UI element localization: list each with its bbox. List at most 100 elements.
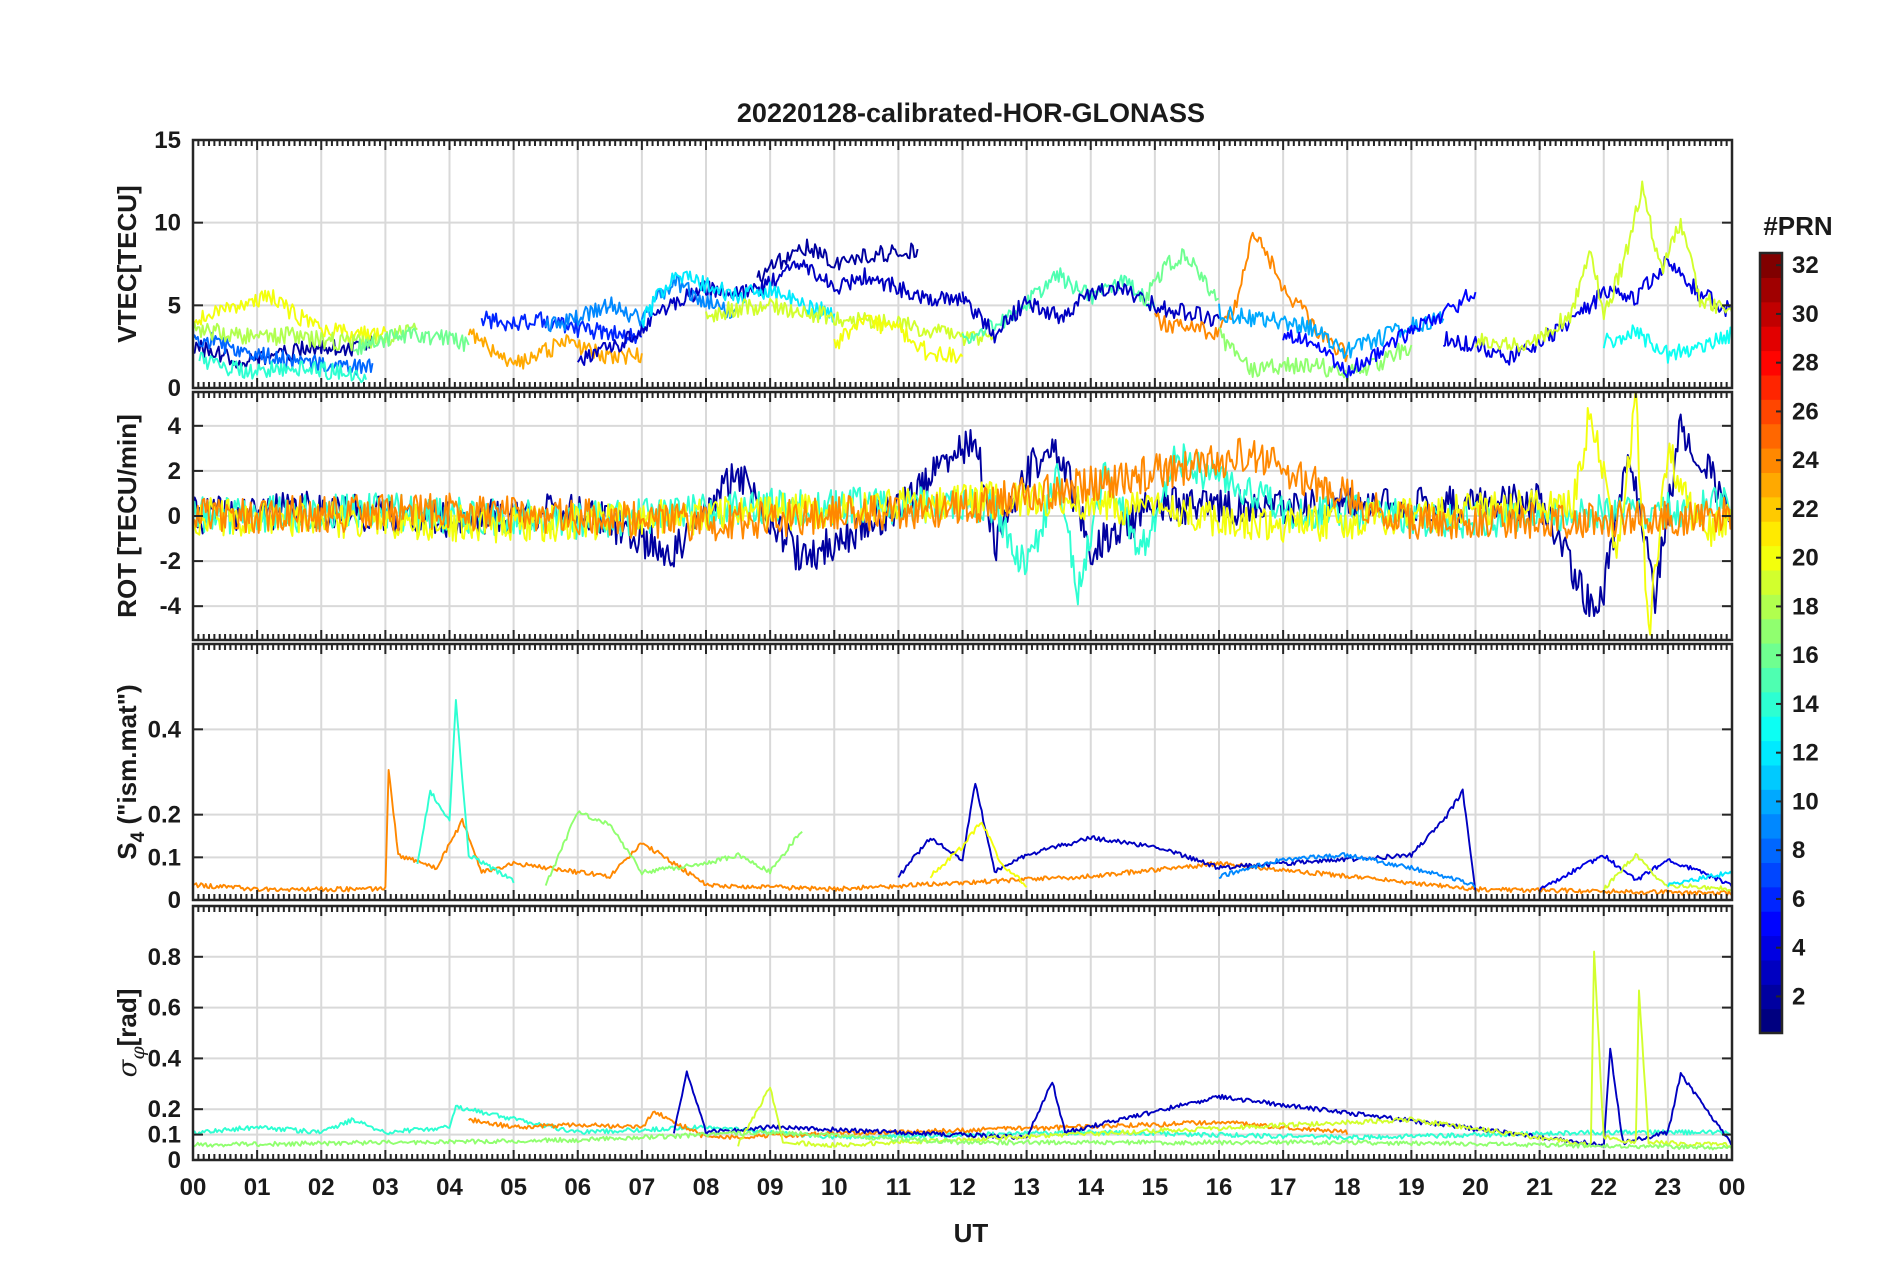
series-prn-19 bbox=[1474, 180, 1732, 353]
y-axis-label-rot: ROT [TECU/min] bbox=[112, 414, 142, 618]
colorbar-cell bbox=[1760, 789, 1782, 815]
colorbar-cell bbox=[1760, 838, 1782, 863]
y-tick-label: 10 bbox=[154, 210, 181, 237]
colorbar-tick-label: 32 bbox=[1792, 252, 1819, 279]
series-prn-14 bbox=[416, 699, 515, 884]
y-tick-label: 0.1 bbox=[148, 1122, 181, 1149]
x-tick-label: 10 bbox=[821, 1174, 848, 1201]
colorbar-tick-label: 20 bbox=[1792, 545, 1819, 572]
x-tick-label: 00 bbox=[180, 1174, 207, 1201]
x-tick-label: 08 bbox=[693, 1174, 720, 1201]
y-tick-label: 0 bbox=[168, 1147, 181, 1174]
x-tick-label: 17 bbox=[1270, 1174, 1297, 1201]
x-tick-label: 23 bbox=[1655, 1174, 1682, 1201]
colorbar-tick-label: 28 bbox=[1792, 350, 1819, 377]
x-tick-label: 04 bbox=[436, 1174, 463, 1201]
colorbar-frame bbox=[1758, 251, 1784, 1035]
colorbar-tick-label: 22 bbox=[1792, 496, 1819, 523]
x-tick-label: 05 bbox=[500, 1174, 527, 1201]
colorbar-cell bbox=[1760, 643, 1782, 668]
series-prn-17 bbox=[1218, 326, 1413, 384]
series-prn-20 bbox=[833, 314, 964, 364]
y-tick-label: 0.2 bbox=[148, 1096, 181, 1123]
x-tick-label: 01 bbox=[244, 1174, 271, 1201]
colorbar-cell bbox=[1760, 545, 1782, 571]
series-prn-9 bbox=[1218, 852, 1477, 888]
colorbar-cell bbox=[1760, 277, 1782, 303]
panel-rot: -4 -2 0 2 4 ROT [TECU/min] bbox=[112, 390, 1734, 642]
series-prn-17 bbox=[193, 1129, 1732, 1151]
x-tick-label: 09 bbox=[757, 1174, 784, 1201]
series-prn-13 bbox=[1602, 324, 1732, 364]
series-prn-3 bbox=[672, 1047, 1732, 1148]
y-tick-label: -2 bbox=[160, 548, 181, 575]
x-tick-label: 07 bbox=[629, 1174, 656, 1201]
traces-sigma_phi bbox=[193, 950, 1732, 1151]
colorbar-cell bbox=[1760, 569, 1782, 595]
colorbar-tick-label: 2 bbox=[1792, 983, 1805, 1010]
series-prn-10 bbox=[1218, 303, 1445, 359]
colorbar-cell bbox=[1760, 350, 1782, 376]
figure-title: 20220128-calibrated-HOR-GLONASS bbox=[737, 98, 1205, 128]
x-tick-label: 18 bbox=[1334, 1174, 1361, 1201]
traces-s4 bbox=[193, 699, 1732, 897]
series-prn-14 bbox=[198, 351, 368, 384]
colorbar-cell bbox=[1760, 253, 1782, 278]
y-tick-label: 0.8 bbox=[148, 944, 181, 971]
x-tick-label: 13 bbox=[1013, 1174, 1040, 1201]
y-tick-label: 2 bbox=[168, 458, 181, 485]
series-prn-15 bbox=[961, 267, 1156, 345]
x-tick-label: 20 bbox=[1462, 1174, 1489, 1201]
colorbar-cell bbox=[1760, 764, 1782, 790]
colorbar-cell bbox=[1760, 691, 1782, 717]
series-prn-4 bbox=[1442, 255, 1732, 366]
colorbar-cell bbox=[1760, 374, 1782, 400]
x-tick-label: 06 bbox=[564, 1174, 591, 1201]
x-tick-label: 11 bbox=[886, 1174, 911, 1201]
colorbar-cell bbox=[1760, 862, 1782, 888]
y-axis-label-s4: S4 ("ism.mat") bbox=[112, 684, 149, 859]
series-prn-3 bbox=[961, 281, 1220, 344]
y-tick-label: -4 bbox=[160, 593, 182, 620]
y-tick-label: 0 bbox=[168, 375, 181, 402]
colorbar-cell bbox=[1760, 911, 1782, 937]
traces-rot bbox=[193, 392, 1732, 636]
colorbar-tick-label: 10 bbox=[1792, 788, 1819, 815]
colorbar-cell bbox=[1760, 399, 1782, 425]
colorbar-tick-label: 12 bbox=[1792, 740, 1819, 767]
colorbar-tick-label: 14 bbox=[1792, 691, 1819, 718]
series-prn-8 bbox=[193, 331, 374, 376]
colorbar-cell bbox=[1760, 326, 1782, 352]
colorbar-title: #PRN bbox=[1763, 211, 1832, 241]
colorbar-cell bbox=[1760, 813, 1782, 839]
x-tick-label: 02 bbox=[308, 1174, 335, 1201]
series-prn-12 bbox=[640, 270, 836, 328]
colorbar-cell bbox=[1760, 448, 1782, 473]
colorbar-cell bbox=[1760, 496, 1782, 522]
series-prn-6 bbox=[480, 310, 643, 345]
x-tick-label: 14 bbox=[1077, 1174, 1104, 1201]
colorbar-tick-label: 16 bbox=[1792, 642, 1819, 669]
x-tick-label: 21 bbox=[1526, 1174, 1553, 1201]
y-tick-label: 0.4 bbox=[148, 716, 182, 743]
series-prn-20 bbox=[929, 821, 1028, 888]
colorbar-cell bbox=[1760, 935, 1782, 961]
series-prn-23 bbox=[467, 328, 643, 370]
series-prn-19 bbox=[705, 298, 996, 347]
x-axis-label: UT bbox=[954, 1218, 989, 1248]
x-tick-label: 00 bbox=[1719, 1174, 1746, 1201]
x-tick-label: 22 bbox=[1590, 1174, 1617, 1201]
panel-s4: 0 0.1 0.2 0.4S4 ("ism.mat") bbox=[112, 642, 1734, 914]
colorbar-cell bbox=[1760, 521, 1782, 547]
y-tick-label: 0.6 bbox=[148, 995, 181, 1022]
series-prn-5 bbox=[1282, 288, 1477, 379]
x-tick-label: 12 bbox=[949, 1174, 976, 1201]
series-prn-24 bbox=[193, 437, 1732, 542]
y-tick-label: 0.1 bbox=[148, 844, 181, 871]
y-tick-label: 0.2 bbox=[148, 802, 181, 829]
panel-sigma_phi: 00.10.2 0.4 0.6 0.8 σφ[rad] bbox=[112, 904, 1734, 1174]
series-prn-12 bbox=[1667, 870, 1732, 888]
panel-vtec: 0 5 10 15 VTEC[TECU] bbox=[112, 127, 1734, 402]
